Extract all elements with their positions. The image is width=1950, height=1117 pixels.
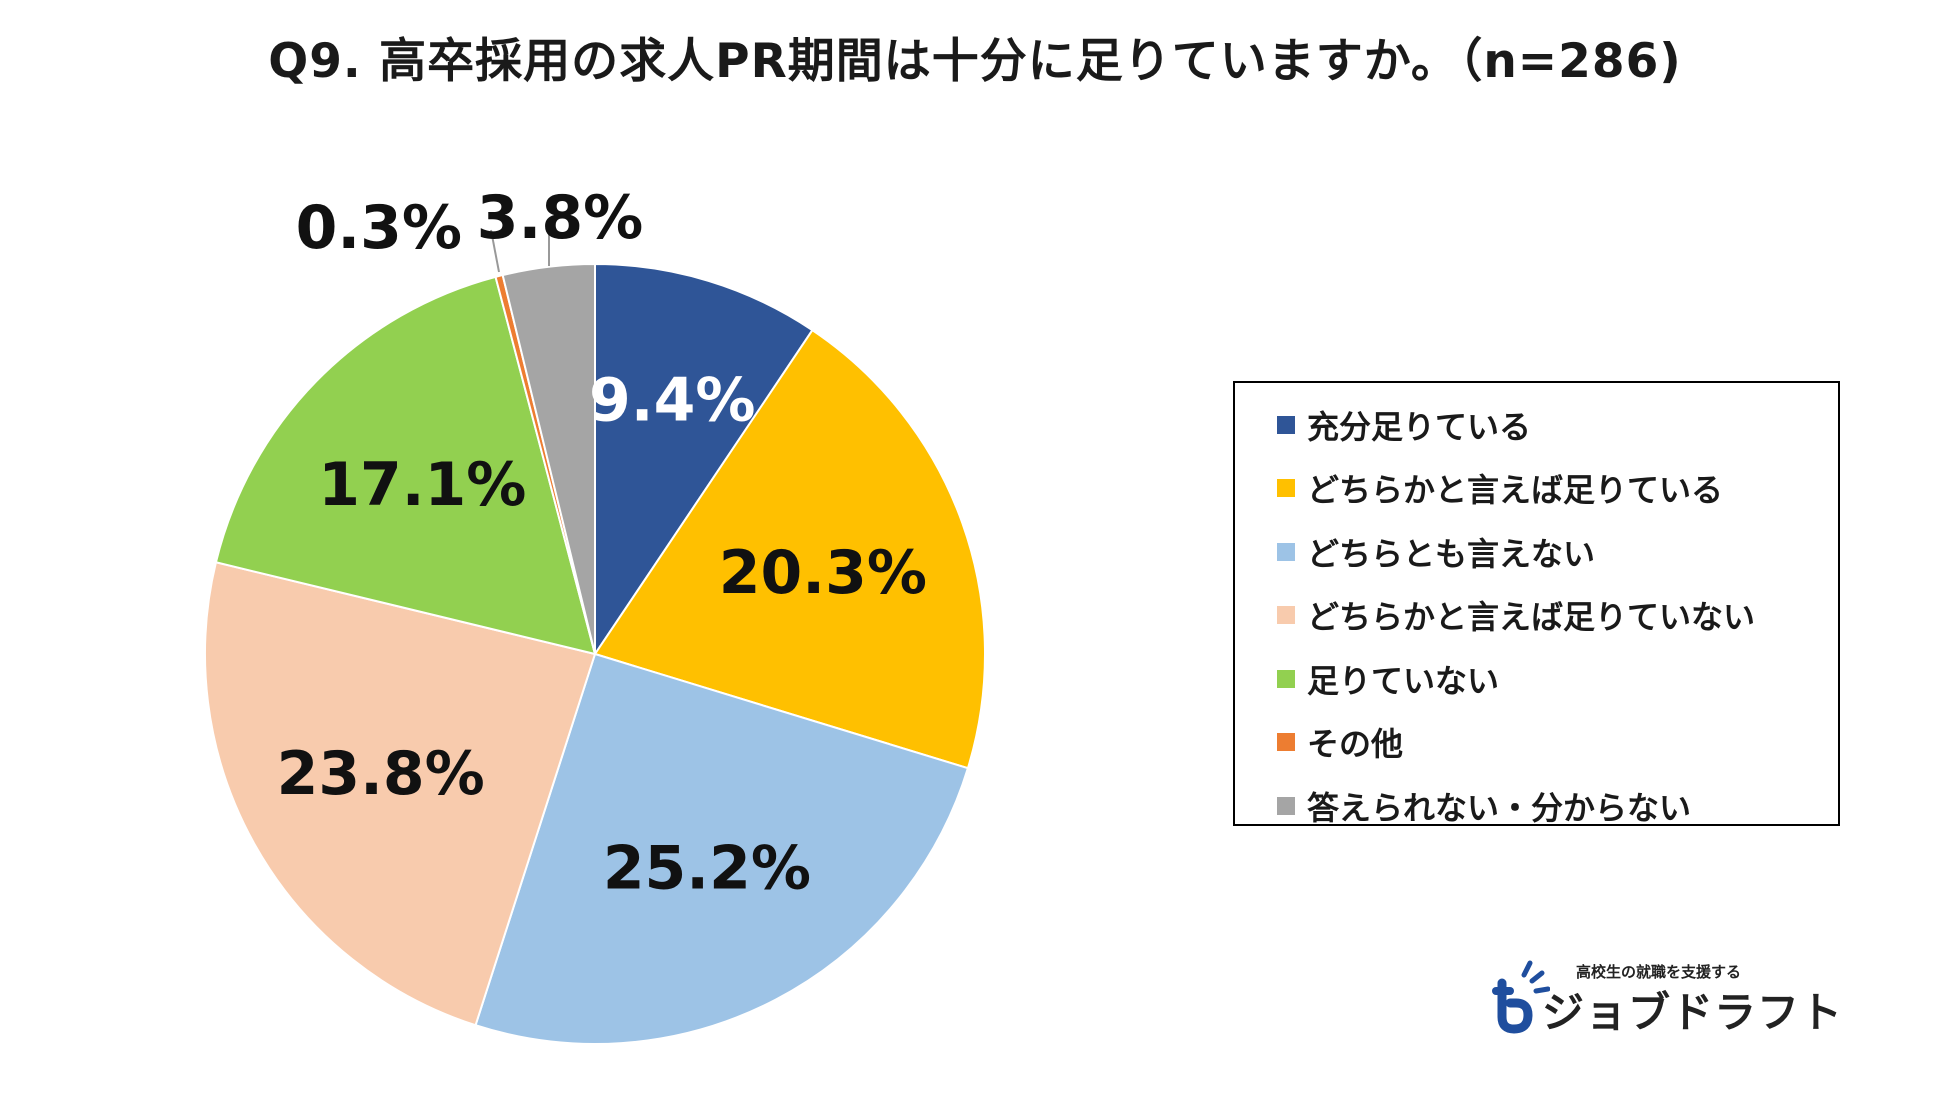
data-label: 25.2% — [603, 833, 811, 903]
legend-swatch — [1277, 796, 1295, 815]
legend-item: どちらとも言えない — [1277, 520, 1838, 584]
pie-slice — [214, 275, 597, 656]
logo: 高校生の就職を支援する ジョブドラフト — [1480, 945, 1842, 1037]
pie-slices — [204, 262, 986, 1045]
pie-slice — [593, 328, 986, 770]
logo-name: ジョブドラフト — [1542, 988, 1844, 1037]
data-label: 3.8% — [477, 183, 643, 253]
legend-label: 答えられない・分からない — [1307, 788, 1692, 827]
data-label: 0.3% — [296, 193, 462, 263]
pie-slice — [501, 262, 596, 655]
legend-swatch — [1277, 733, 1295, 752]
legend-label: その他 — [1307, 725, 1404, 764]
legend-item: 足りていない — [1277, 647, 1838, 711]
data-label: 17.1% — [318, 450, 526, 520]
legend-item: 充分足りている — [1277, 393, 1838, 457]
legend-swatch — [1277, 606, 1295, 625]
logo-mark-icon — [1492, 960, 1550, 1034]
data-label: 9.4% — [589, 365, 755, 435]
legend-label: どちらかと言えば足りている — [1307, 471, 1724, 510]
logo-tagline: 高校生の就職を支援する — [1576, 963, 1742, 981]
legend-item: どちらかと言えば足りていない — [1277, 584, 1838, 648]
legend-label: どちらとも言えない — [1307, 534, 1596, 573]
legend-item: その他 — [1277, 711, 1838, 775]
pie-data-labels: 9.4% 20.3% 25.2% 23.8% 17.1% 0.3% 3.8% — [277, 183, 927, 903]
legend-label: どちらかと言えば足りていない — [1307, 598, 1756, 637]
data-label: 20.3% — [719, 538, 927, 608]
legend-swatch — [1277, 542, 1295, 561]
legend-swatch — [1277, 479, 1295, 498]
pie-slice — [594, 262, 814, 658]
legend-label: 充分足りている — [1307, 407, 1532, 446]
leader-line — [490, 229, 500, 273]
pie-slice — [474, 652, 970, 1045]
legend-label: 足りていない — [1307, 661, 1500, 700]
chart-legend: 充分足りているどちらかと言えば足りている どちらとも言えないどちらかと言えば足りて… — [1233, 381, 1840, 827]
legend-swatch — [1277, 669, 1295, 688]
legend-swatch — [1277, 415, 1295, 434]
pie-slice — [204, 561, 597, 1027]
legend-item: 答えられない・分からない — [1277, 774, 1838, 838]
chart-title: Q9. 高卒採用の求人PR期間は十分に足りていますか。（n=286) — [268, 34, 1682, 89]
data-label: 23.8% — [277, 739, 485, 809]
legend-item: どちらかと言えば足りている — [1277, 457, 1838, 521]
